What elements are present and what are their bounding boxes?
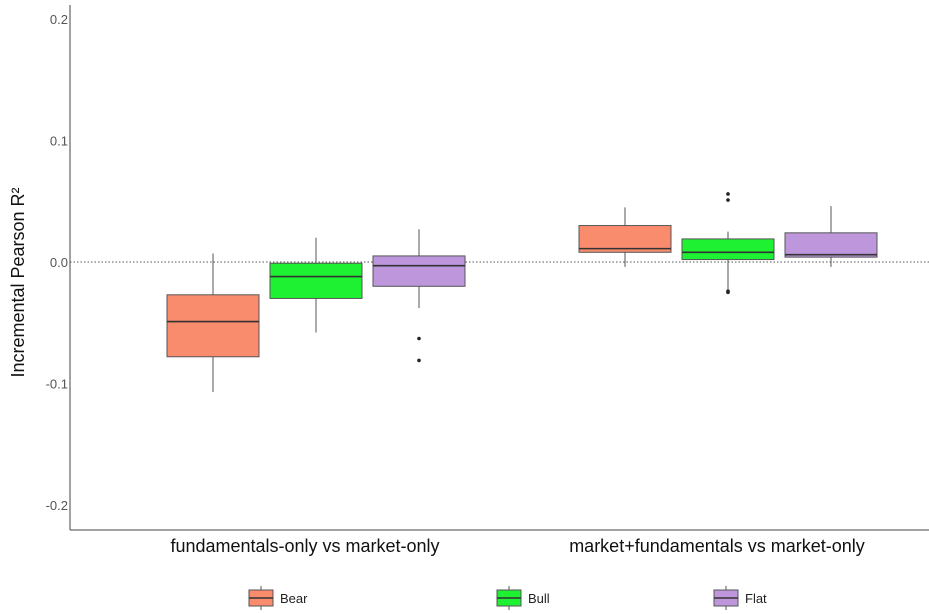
category-label: fundamentals-only vs market-only	[170, 536, 439, 556]
y-tick-label: 0.0	[50, 255, 68, 270]
box-iqr	[681, 238, 775, 261]
y-tick-label: -0.2	[46, 498, 68, 513]
y-tick-labels: -0.2 -0.1 0.0 0.1 0.2	[46, 12, 68, 513]
legend: Bear Bull Flat	[248, 586, 767, 610]
legend-item-bear: Bear	[248, 586, 308, 610]
box-iqr	[784, 232, 878, 258]
box-flat	[372, 229, 466, 363]
outlier-point	[726, 290, 730, 295]
category-label: market+fundamentals vs market-only	[569, 536, 865, 556]
y-tick-label: 0.1	[50, 134, 68, 149]
box-iqr	[269, 262, 363, 299]
y-axis-title: Incremental Pearson R²	[8, 187, 28, 377]
box-flat	[784, 206, 878, 267]
legend-item-bull: Bull	[496, 586, 550, 610]
box-iqr	[372, 255, 466, 287]
outlier-point	[417, 358, 421, 363]
axes	[69, 5, 929, 531]
box-bull	[681, 192, 775, 295]
legend-label: Bear	[280, 591, 308, 606]
legend-label: Flat	[745, 591, 767, 606]
y-tick-label: -0.1	[46, 377, 68, 392]
box-iqr	[166, 294, 260, 358]
outlier-point	[417, 336, 421, 341]
box-iqr	[578, 225, 672, 253]
box-bear	[578, 207, 672, 267]
category-labels: fundamentals-only vs market-only market+f…	[170, 536, 864, 556]
outlier-point	[726, 192, 730, 196]
box-bear	[166, 253, 260, 393]
legend-item-flat: Flat	[713, 586, 767, 610]
box-bull	[269, 237, 363, 333]
box-group	[166, 192, 878, 393]
legend-label: Bull	[528, 591, 550, 606]
outlier-point	[726, 198, 730, 202]
y-tick-label: 0.2	[50, 12, 68, 27]
